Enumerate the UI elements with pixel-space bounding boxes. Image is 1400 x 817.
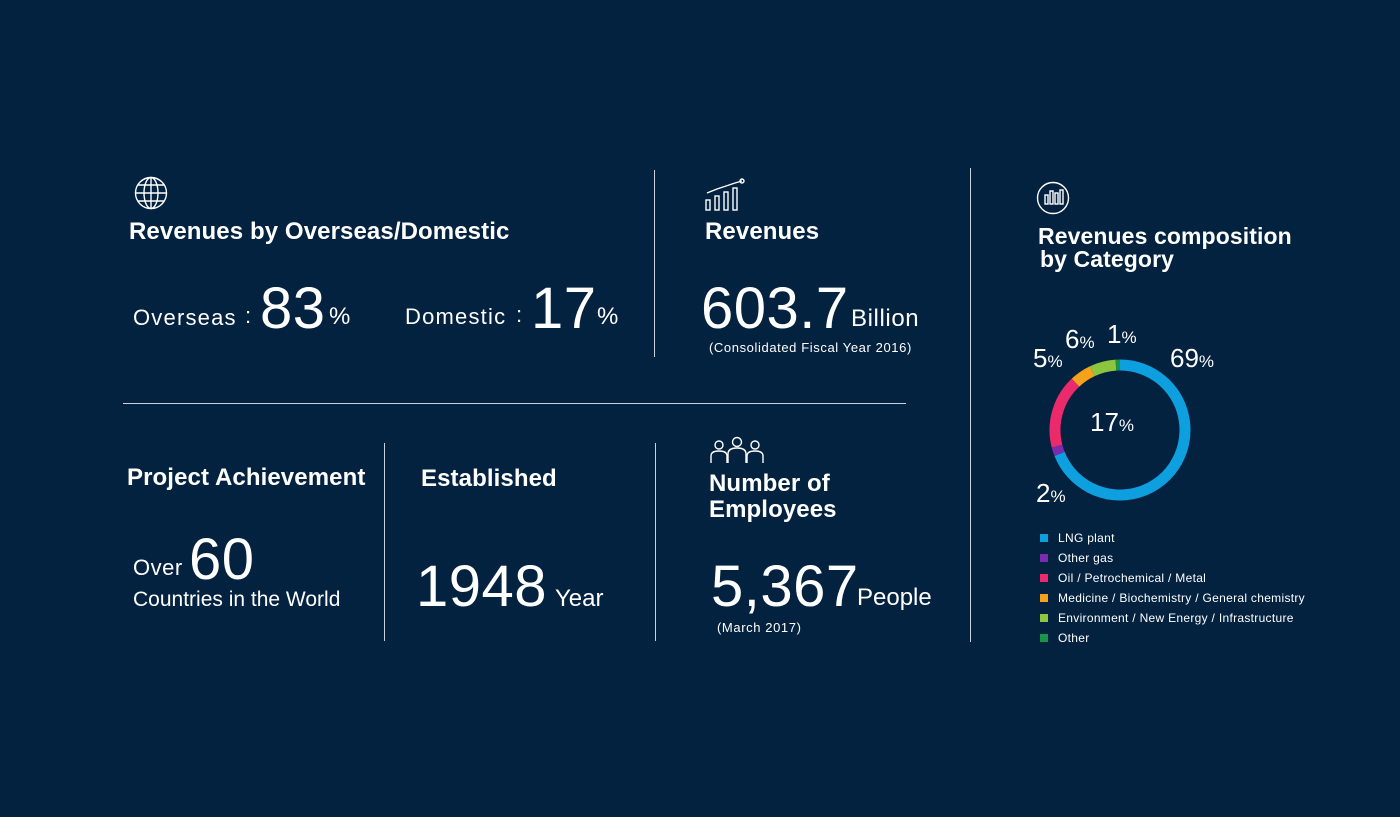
donut-label-1: 69%	[1170, 343, 1214, 374]
legend-label: Medicine / Biochemistry / General chemis…	[1058, 591, 1305, 605]
legend-item: Other	[1040, 631, 1090, 645]
established-unit: Year	[555, 585, 604, 612]
established-value: 1948	[416, 554, 548, 619]
donut-label-value: 17	[1090, 407, 1119, 437]
revenues-value: 603.7	[701, 276, 849, 341]
people-icon	[710, 436, 764, 463]
overseas-value: 83	[260, 276, 326, 341]
project-suffix: Countries in the World	[133, 588, 341, 611]
donut-chart	[1049, 359, 1191, 501]
donut-label-value: 5	[1033, 343, 1048, 373]
globe-icon	[134, 176, 168, 210]
legend-item: Environment / New Energy / Infrastructur…	[1040, 611, 1294, 625]
legend-label: Environment / New Energy / Infrastructur…	[1058, 611, 1294, 625]
divider-vertical-bottom-left	[384, 443, 385, 641]
donut-label-unit: %	[1198, 352, 1215, 371]
divider-horizontal	[123, 403, 906, 404]
legend-label: LNG plant	[1058, 531, 1115, 545]
composition-title-line2: by Category	[1040, 246, 1175, 272]
legend-item: Oil / Petrochemical / Metal	[1040, 571, 1206, 585]
divider-vertical-top	[654, 170, 655, 357]
donut-label-value: 6	[1065, 324, 1080, 354]
overseas-colon: :	[245, 303, 253, 328]
legend-swatch	[1040, 533, 1048, 542]
domestic-percent: %	[597, 303, 619, 330]
donut-slice-3	[1049, 378, 1080, 448]
donut-label-2: 2%	[1036, 478, 1066, 509]
project-prefix: Over	[133, 555, 183, 580]
overseas-percent: %	[329, 303, 351, 330]
legend-item: LNG plant	[1040, 531, 1115, 545]
divider-vertical-bottom-right	[655, 443, 656, 641]
legend-swatch	[1040, 633, 1048, 642]
project-title: Project Achievement	[127, 464, 366, 491]
legend-swatch	[1040, 573, 1048, 582]
legend-item: Medicine / Biochemistry / General chemis…	[1040, 591, 1305, 605]
donut-label-unit: %	[1121, 328, 1137, 347]
domestic-colon: :	[516, 302, 524, 327]
donut-label-4: 5%	[1033, 343, 1063, 374]
donut-label-unit: %	[1047, 352, 1063, 371]
donut-label-value: 1	[1107, 319, 1122, 349]
donut-label-3: 17%	[1090, 407, 1134, 438]
established-title: Established	[421, 465, 557, 492]
donut-slice-1	[1054, 359, 1191, 501]
bar-chart-icon	[1036, 181, 1070, 215]
donut-label-value: 2	[1036, 478, 1051, 508]
overseas-domestic-title: Revenues by Overseas/Domestic	[129, 218, 510, 245]
revenues-title: Revenues	[705, 218, 820, 245]
project-value: 60	[189, 527, 255, 592]
growth-chart-icon	[705, 178, 745, 211]
donut-slice-5	[1089, 359, 1117, 377]
domestic-value: 17	[531, 276, 597, 341]
donut-slice-4	[1071, 366, 1095, 387]
composition-title-line1: Revenues composition	[1038, 223, 1292, 249]
employees-unit: People	[857, 584, 932, 611]
employees-note: (March 2017)	[717, 620, 802, 635]
employees-title-line2: Employees	[709, 496, 837, 523]
legend-label: Other gas	[1058, 551, 1114, 565]
employees-value: 5,367	[711, 554, 859, 619]
donut-label-unit: %	[1079, 333, 1095, 352]
legend-label: Oil / Petrochemical / Metal	[1058, 571, 1207, 585]
legend-label: Other	[1058, 631, 1090, 645]
legend-swatch	[1040, 553, 1048, 562]
legend-swatch	[1040, 613, 1048, 622]
legend-item: Other gas	[1040, 551, 1113, 565]
donut-label-value: 69	[1170, 343, 1199, 373]
legend-swatch	[1040, 593, 1048, 602]
overseas-label: Overseas	[133, 305, 237, 330]
revenues-note: (Consolidated Fiscal Year 2016)	[709, 340, 912, 355]
revenues-unit: Billion	[851, 305, 920, 332]
employees-title-line1: Number of	[709, 470, 830, 497]
donut-slice-2	[1051, 444, 1065, 456]
donut-label-unit: %	[1050, 487, 1066, 506]
donut-label-6: 1%	[1107, 319, 1137, 350]
divider-vertical-main	[970, 168, 971, 642]
domestic-label: Domestic	[405, 304, 507, 329]
donut-label-5: 6%	[1065, 324, 1095, 355]
donut-label-unit: %	[1118, 416, 1135, 435]
